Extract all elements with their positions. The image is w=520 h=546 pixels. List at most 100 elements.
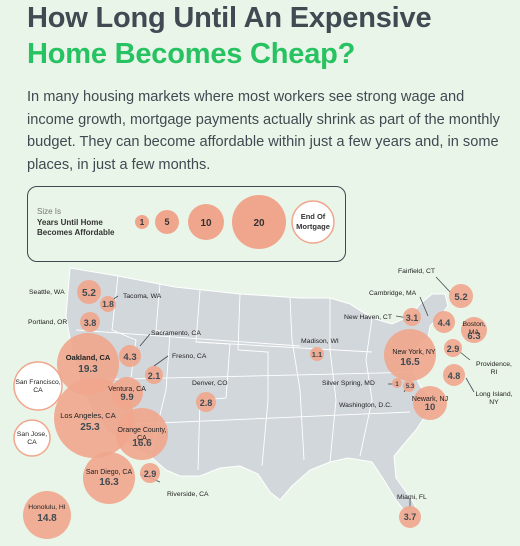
value-providence: 2.9 (447, 344, 460, 354)
legend-bubble-20 (232, 195, 286, 249)
bubble-washington-dc (403, 380, 415, 392)
label-riverside: Riverside, CA (167, 491, 209, 498)
value-seattle: 5.2 (82, 288, 96, 299)
title-line-2: Home Becomes Cheap? (27, 38, 356, 70)
legend-bubble-10-label: 10 (200, 218, 212, 229)
label-providence: Providence, RI (476, 361, 512, 376)
label-san-francisco: San Francisco, CA (15, 379, 60, 394)
state-borders (75, 275, 421, 471)
label-oakland: Oakland, CA (66, 353, 111, 362)
value-fairfield: 5.2 (454, 292, 467, 303)
label-long-island: Long Island, NY (475, 391, 512, 406)
bubble-cambridge (433, 311, 455, 333)
label-san-diego: San Diego, CA (86, 469, 133, 476)
bubble-ventura (111, 377, 143, 409)
label-sacramento: Sacramento, CA (151, 330, 201, 337)
label-newark: Newark, NJ (412, 396, 448, 403)
value-oakland: 19.3 (78, 364, 98, 375)
bubble-miami (399, 506, 421, 528)
label-miami: Miami, FL (397, 494, 427, 501)
label-washington-dc: Washington, D.C. (339, 402, 392, 409)
label-fairfield: Fairfield, CT (398, 268, 435, 275)
value-ventura: 9.9 (120, 392, 133, 403)
bubble-tacoma (100, 296, 116, 312)
bubble-boston (461, 317, 487, 343)
label-san-jose: San Jose, CA (17, 431, 47, 446)
label-silver-spring: Silver Spring, MD (322, 380, 375, 387)
legend-description: Years Until Home Becomes Affordable (37, 218, 115, 237)
bubble-portland (80, 312, 100, 332)
value-riverside: 2.9 (144, 469, 157, 479)
value-denver: 2.8 (200, 398, 213, 408)
label-orange-county: Orange County, CA (118, 427, 167, 442)
legend-bubble-5-label: 5 (164, 217, 169, 227)
value-portland: 3.8 (84, 318, 97, 328)
label-fresno: Fresno, CA (172, 353, 207, 360)
bubble-fairfield (449, 284, 473, 308)
label-tacoma: Tacoma, WA (123, 293, 162, 300)
bubble-orange-county (116, 408, 168, 460)
legend-bubble-1 (135, 215, 149, 229)
value-new-york: 16.5 (400, 357, 420, 368)
value-washington-dc: 5.3 (406, 384, 415, 390)
bubble-sacramento (119, 345, 141, 367)
legend-end-label-2: Mortgage (296, 222, 330, 231)
title-line-1: How Long Until An Expensive (27, 2, 432, 34)
bubble-providence (444, 339, 462, 357)
label-boston: Boston, MA (462, 321, 485, 336)
label-los-angeles: Los Angeles, CA (60, 411, 115, 420)
value-fresno: 2.1 (148, 371, 161, 381)
bubble-fresno (145, 366, 163, 384)
legend-bubble-5 (155, 210, 179, 234)
intro-text: In many housing markets where most worke… (27, 89, 500, 173)
label-new-haven: New Haven, CT (344, 314, 392, 321)
wrapped-labels: Oakland, CA Ventura, CA Los Angeles, CA … (15, 321, 512, 476)
value-new-haven: 3.1 (406, 313, 419, 323)
value-orange-county: 16.6 (132, 438, 152, 449)
value-sacramento: 4.3 (123, 352, 136, 363)
value-silver-spring: 1 (395, 381, 399, 388)
label-madison: Madison, WI (301, 338, 339, 345)
city-bubbles (13, 280, 487, 539)
value-los-angeles: 25.3 (80, 422, 100, 433)
value-tacoma: 1.8 (102, 299, 114, 309)
bubble-madison (310, 347, 324, 361)
bubble-honolulu (23, 491, 71, 539)
label-cambridge: Cambridge, MA (369, 290, 417, 297)
bubble-san-diego (83, 452, 135, 504)
bubble-values: 5.2 1.8 3.8 4.3 19.3 2.1 9.9 25.3 16.6 1… (37, 288, 480, 524)
legend-end-label: End Of (301, 212, 326, 221)
value-boston: 6.3 (467, 331, 480, 342)
legend-bubbles: 1 5 10 20 End Of Mortgage (135, 195, 335, 249)
bubble-new-haven (403, 308, 421, 326)
value-madison: 1.1 (312, 350, 322, 359)
bubble-denver (196, 392, 216, 412)
bubble-newark (413, 386, 447, 420)
bubble-silver-spring (392, 378, 402, 388)
label-ventura: Ventura, CA (108, 386, 146, 393)
value-honolulu: 14.8 (37, 513, 57, 524)
value-long-island: 4.8 (448, 371, 461, 381)
city-labels: Seattle, WA Tacoma, WA Portland, OR Sacr… (28, 268, 435, 511)
label-seattle: Seattle, WA (29, 289, 65, 296)
legend-size-label: Size Is (37, 207, 62, 216)
value-cambridge: 4.4 (438, 318, 451, 328)
legend (27, 186, 346, 262)
label-new-york: New York, NY (392, 349, 436, 356)
value-newark: 10 (425, 402, 436, 413)
value-miami: 3.7 (404, 512, 417, 522)
bubble-seattle (77, 280, 101, 304)
legend-bubble-20-label: 20 (253, 218, 265, 229)
bubble-new-york (384, 329, 436, 381)
bubble-long-island (443, 364, 465, 386)
bubble-san-jose (13, 419, 51, 457)
legend-end-of-mortgage (291, 200, 335, 244)
legend-bubble-1-label: 1 (140, 218, 145, 227)
label-denver: Denver, CO (192, 380, 228, 387)
label-portland: Portland, OR (28, 319, 67, 326)
value-san-diego: 16.3 (99, 477, 119, 488)
bubble-riverside (140, 463, 160, 483)
legend-bubble-10 (188, 204, 224, 240)
bubble-san-francisco (13, 361, 63, 411)
